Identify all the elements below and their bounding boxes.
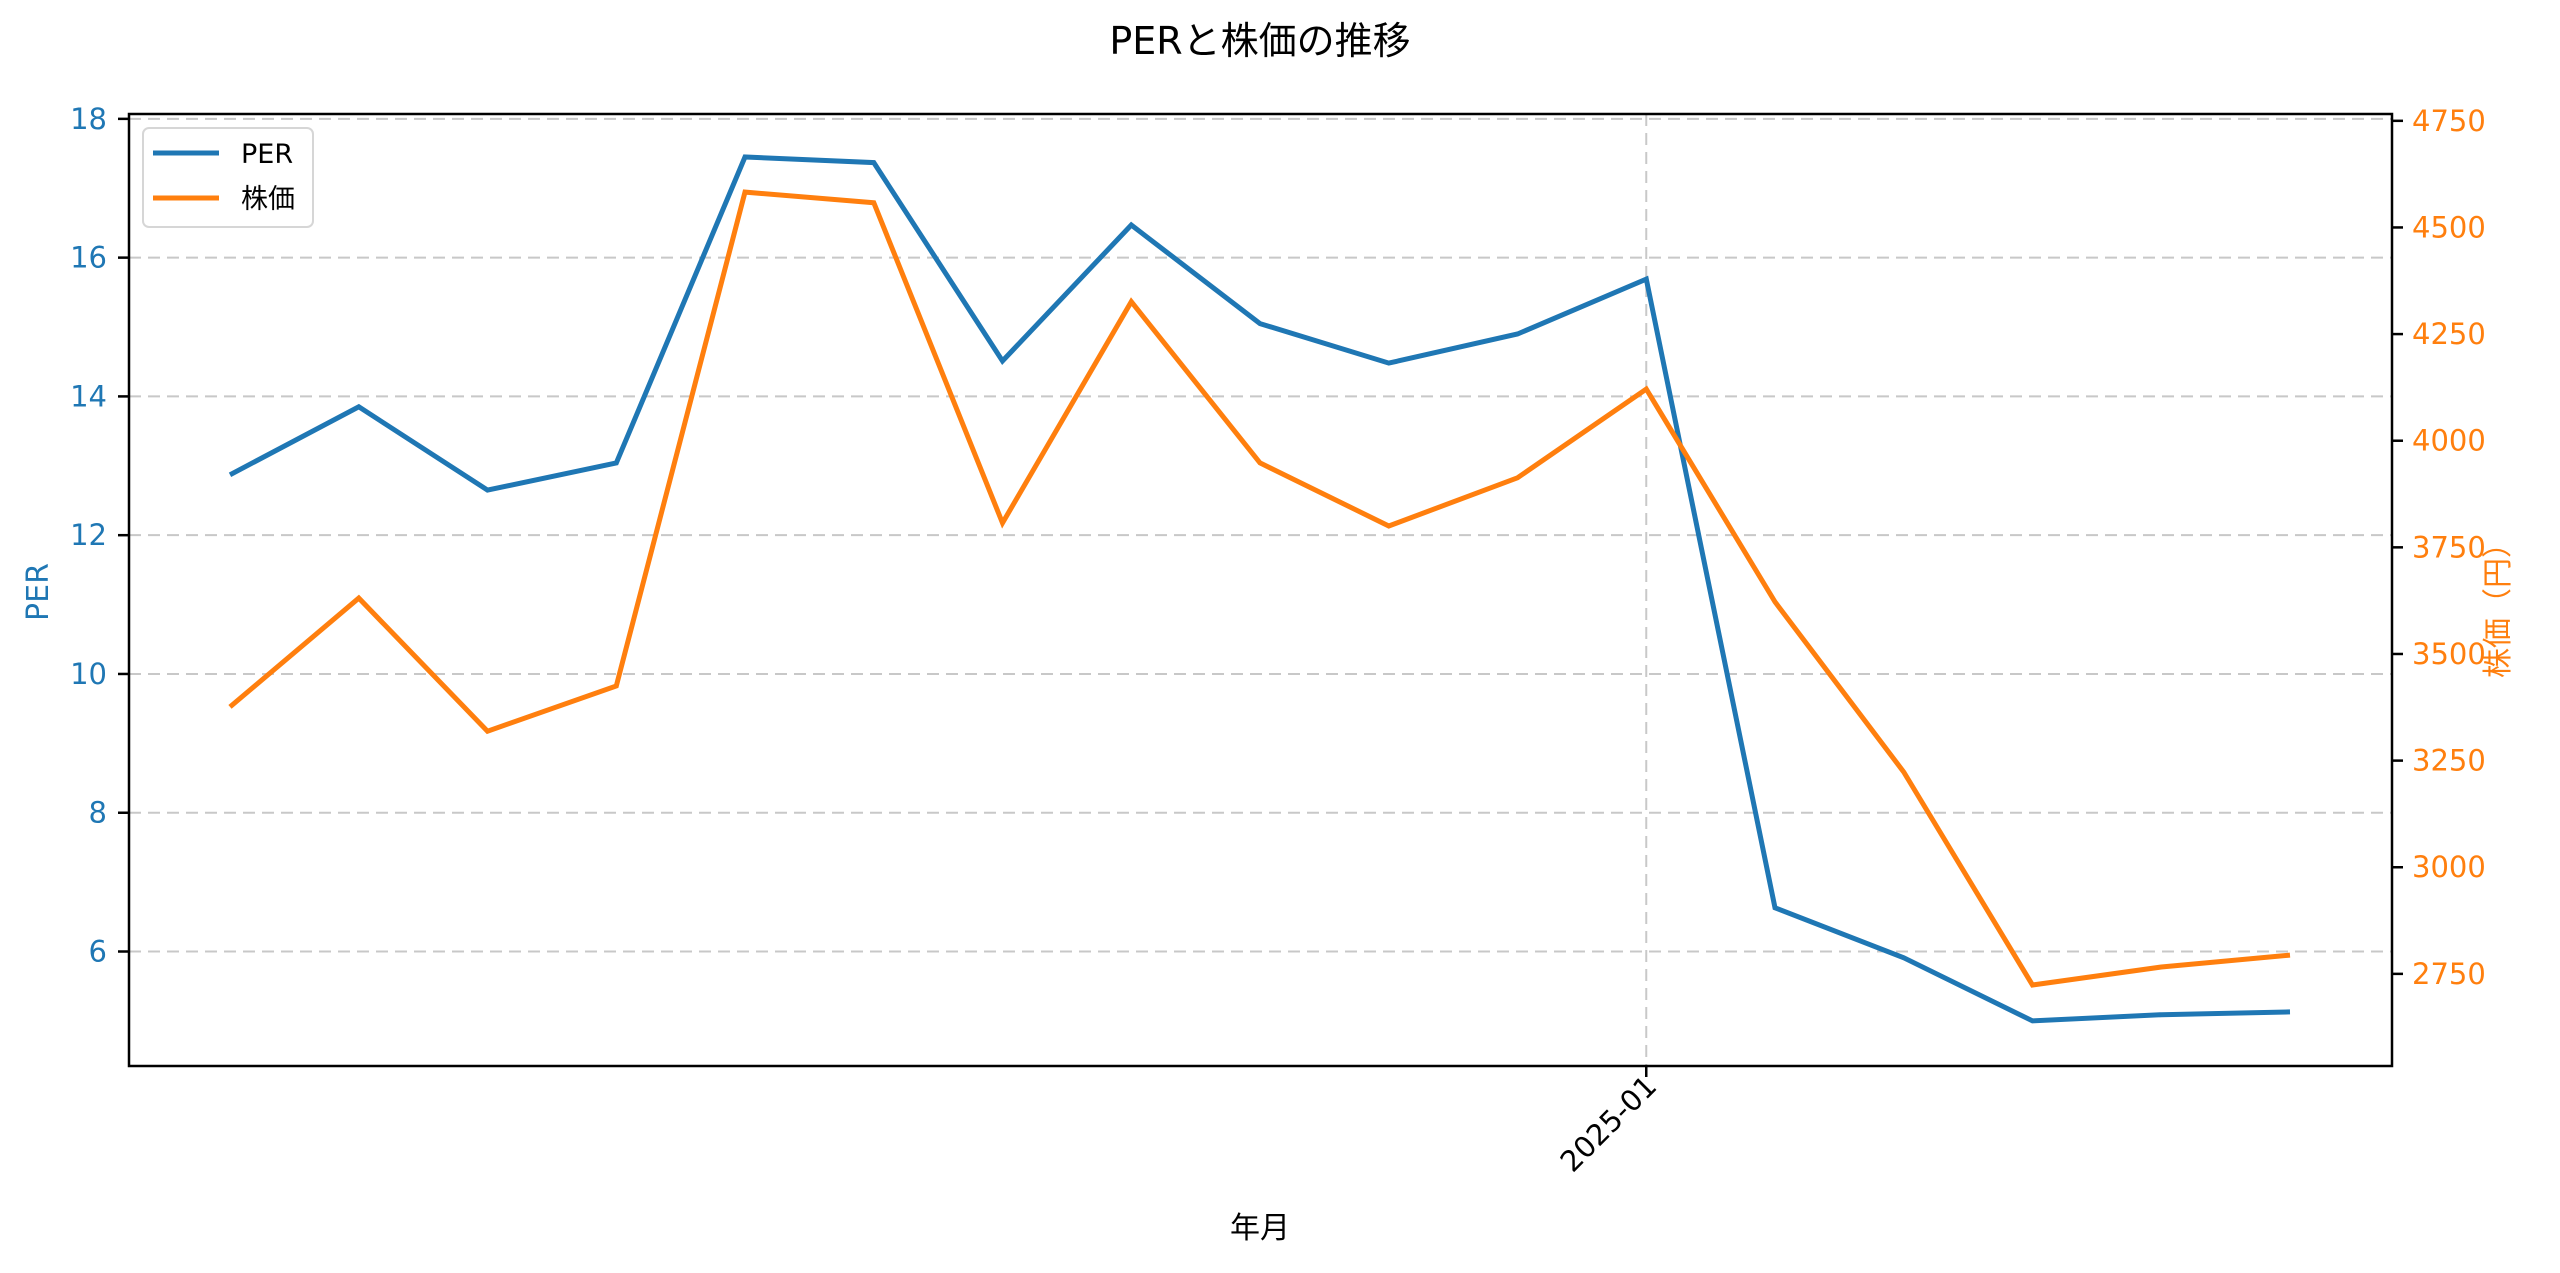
y-axis-label-right: 株価（円） <box>2481 528 2516 678</box>
chart-title: PERと株価の推移 <box>1109 19 1410 63</box>
y-tick-label-right: 4000 <box>2412 424 2486 458</box>
y-tick-label-left: 14 <box>70 379 107 413</box>
plot-frame <box>127 112 2394 1068</box>
legend: PER 株価 <box>142 127 314 228</box>
y-tick-label-right: 2750 <box>2412 957 2486 991</box>
y-tick-label-right: 3000 <box>2412 850 2486 884</box>
y-tick-label-right: 3250 <box>2412 744 2486 778</box>
legend-label-price: 株価 <box>241 184 295 215</box>
y-tick-label-right: 4500 <box>2412 210 2486 244</box>
y-tick-label-left: 10 <box>70 657 107 691</box>
y-tick-label-right: 4750 <box>2412 104 2486 138</box>
y-tick-label-left: 8 <box>89 796 107 830</box>
y-tick-label-left: 16 <box>70 241 107 275</box>
series-line-per <box>228 154 2291 1024</box>
series-lines <box>228 154 2291 1024</box>
series-line-price <box>228 189 2291 988</box>
right-y-axis: 2750 3000 3250 3500 3750 4000 4250 4500 4750 <box>2392 104 2486 991</box>
y-tick-label-left: 12 <box>70 518 107 552</box>
y-tick-label-right: 3750 <box>2412 530 2486 564</box>
grid-lines <box>129 114 2392 1066</box>
x-tick-label: 2025-01 <box>1553 1069 1663 1179</box>
y-axis-label-left: PER <box>21 563 56 621</box>
y-tick-label-right: 3500 <box>2412 637 2486 671</box>
left-y-axis: 6 8 10 12 14 16 18 <box>70 102 129 969</box>
x-axis: 2025-01 <box>1553 1066 1663 1179</box>
y-tick-label-right: 4250 <box>2412 317 2486 351</box>
x-axis-label: 年月 <box>1230 1211 1290 1246</box>
legend-label-per: PER <box>241 139 293 170</box>
y-tick-label-left: 6 <box>89 935 107 969</box>
y-tick-label-left: 18 <box>70 102 107 136</box>
